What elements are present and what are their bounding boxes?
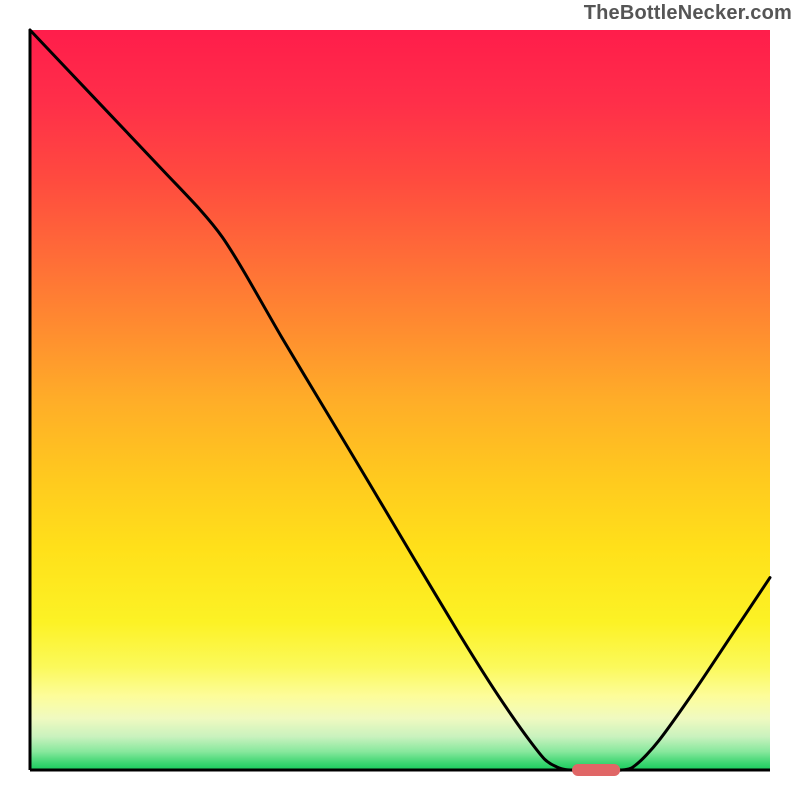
optimal-marker [572, 764, 620, 776]
chart-container: TheBottleNecker.com [0, 0, 800, 800]
watermark-text: TheBottleNecker.com [584, 2, 792, 25]
bottleneck-curve-chart [0, 0, 800, 800]
plot-background [30, 30, 770, 770]
